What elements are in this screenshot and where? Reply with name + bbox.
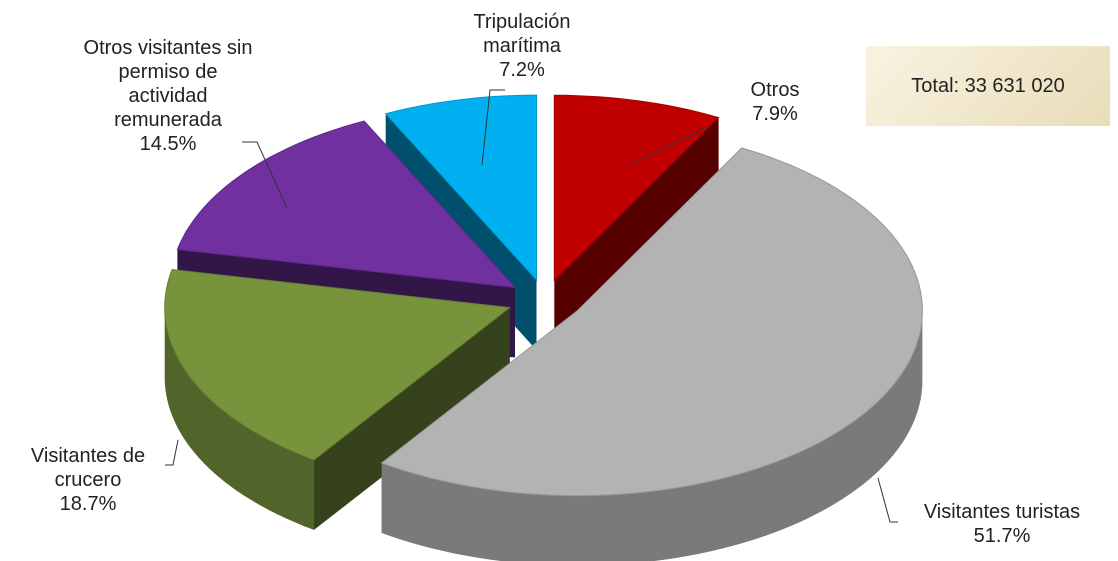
slice-top bbox=[384, 94, 537, 282]
slice-wall bbox=[164, 307, 314, 530]
category-label: Tripulación marítima bbox=[473, 11, 571, 57]
slice-wall bbox=[381, 310, 923, 561]
total-box: Total: 33 631 020 bbox=[866, 46, 1110, 126]
leader-line bbox=[877, 477, 898, 523]
value-label: 7.9% bbox=[752, 103, 798, 125]
annotation: Total: 33 631 020 bbox=[911, 74, 1065, 97]
leader-line bbox=[481, 89, 505, 166]
leader-line bbox=[629, 127, 706, 166]
value-label: 18.7% bbox=[59, 493, 117, 515]
slice-top bbox=[380, 147, 923, 497]
slice-top bbox=[176, 120, 517, 289]
slice-label: Visitantes de crucero 18.7% bbox=[8, 444, 168, 516]
category-label: Visitantes turistas bbox=[923, 501, 1081, 523]
slice-top bbox=[164, 268, 511, 461]
leader-line bbox=[242, 141, 288, 209]
slice-label: Tripulación marítima 7.2% bbox=[457, 10, 587, 82]
slice-label: Visitantes turistas 51.7% bbox=[882, 500, 1118, 548]
value-label: 14.5% bbox=[139, 133, 197, 155]
slice-label: Otros visitantes sin permiso de activida… bbox=[77, 36, 259, 156]
slice bbox=[164, 268, 511, 530]
value-label: 51.7% bbox=[973, 525, 1031, 547]
slice bbox=[380, 147, 923, 561]
leader-line bbox=[165, 439, 179, 466]
slice-side bbox=[554, 117, 719, 351]
slice-label: Otros 7.9% bbox=[735, 78, 815, 126]
category-label: Otros bbox=[750, 79, 800, 101]
value-label: 7.2% bbox=[499, 59, 545, 81]
category-label: Otros visitantes sin permiso de activida… bbox=[83, 37, 253, 131]
category-label: Visitantes de crucero bbox=[30, 445, 146, 491]
